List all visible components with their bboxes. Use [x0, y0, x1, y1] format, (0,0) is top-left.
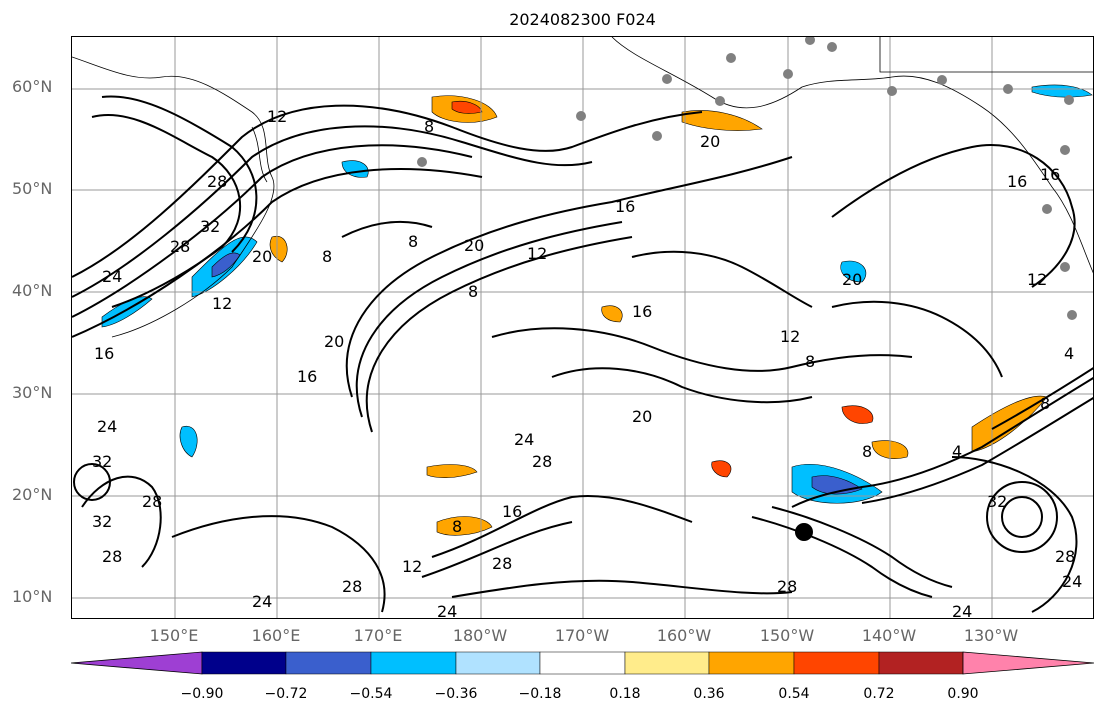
colorbar-tick-label: 0.18	[609, 686, 641, 702]
lat-tick-label: 60°N	[12, 77, 53, 96]
contour-label: 32	[92, 512, 112, 531]
graticule	[72, 37, 1093, 618]
colorbar-tick-label: −0.54	[349, 686, 393, 702]
contour-label: 20	[252, 247, 272, 266]
contour-label: 12	[212, 294, 232, 313]
lon-tick-label: 150°W	[759, 626, 815, 645]
contour-label: 28	[342, 577, 362, 596]
lon-tick-label: 160°E	[251, 626, 301, 645]
storm-center-marker	[795, 523, 813, 541]
colorbar-tick-label: 0.36	[693, 686, 725, 702]
colorbar-segment	[708, 651, 795, 675]
map-panel: 12 8 20 16 20 8 20 12 8 16 28 32 28 24 1…	[71, 36, 1094, 619]
contour-label: 8	[452, 517, 462, 536]
contour-label: 12	[267, 107, 287, 126]
contour-label: 20	[842, 270, 862, 289]
colorbar-extend-max	[962, 651, 1094, 675]
lon-tick-label: 130°W	[963, 626, 1019, 645]
contour-label: 4	[952, 442, 962, 461]
contour-label: 28	[170, 237, 190, 256]
contour-label: 28	[1055, 547, 1075, 566]
lat-tick-label: 20°N	[12, 485, 53, 504]
colorbar-segment	[878, 651, 964, 675]
map-canvas: 12 8 20 16 20 8 20 12 8 16 28 32 28 24 1…	[72, 37, 1093, 619]
contour-label: 28	[142, 492, 162, 511]
colorbar-tick-label: −0.72	[264, 686, 308, 702]
contour-label: 8	[1040, 394, 1050, 413]
contour-label: 16	[94, 344, 114, 363]
contour-label: 28	[532, 452, 552, 471]
contour-label: 16	[502, 502, 522, 521]
contour-label: 12	[402, 557, 422, 576]
contour-label: 8	[805, 352, 815, 371]
contour-label: 28	[777, 577, 797, 596]
lat-tick-label: 50°N	[12, 179, 53, 198]
contour-label: 32	[92, 452, 112, 471]
colorbar	[71, 651, 1094, 675]
contour-label: 24	[437, 602, 457, 619]
colorbar-segment	[624, 651, 710, 675]
contour-label: 16	[1007, 172, 1027, 191]
colorbar-tick-label: 0.54	[778, 686, 810, 702]
contour-label: 32	[987, 492, 1007, 511]
contour-label: 4	[1064, 344, 1074, 363]
lon-tick-label: 150°E	[149, 626, 199, 645]
contour-label: 20	[700, 132, 720, 151]
map-title: 2024082300 F024	[509, 10, 656, 29]
colorbar-segment	[793, 651, 880, 675]
contour-label: 24	[1062, 572, 1082, 591]
station-markers	[417, 37, 1077, 320]
contour-label: 24	[514, 430, 534, 449]
lat-tick-label: 10°N	[12, 587, 53, 606]
contour-label: 24	[102, 267, 122, 286]
contour-label: 24	[97, 417, 117, 436]
contour-label: 16	[632, 302, 652, 321]
contour-label: 16	[1040, 165, 1060, 184]
colorbar-segment	[455, 651, 541, 675]
lat-tick-label: 30°N	[12, 383, 53, 402]
lon-tick-label: 140°W	[861, 626, 917, 645]
contour-label: 12	[1027, 270, 1047, 289]
lon-tick-label: 160°W	[656, 626, 712, 645]
contour-label: 20	[632, 407, 652, 426]
colorbar-tick-label: −0.36	[434, 686, 478, 702]
coastlines	[72, 37, 1093, 338]
colorbar-segment	[370, 651, 457, 675]
colorbar-segments	[71, 651, 1094, 675]
contour-label-layer: 12 8 20 16 20 8 20 12 8 16 28 32 28 24 1…	[92, 107, 1082, 619]
contour-label: 12	[780, 327, 800, 346]
colorbar-extend-min	[71, 651, 203, 675]
colorbar-tick-label: −0.90	[180, 686, 224, 702]
contour-label: 20	[464, 236, 484, 255]
contour-label: 20	[324, 332, 344, 351]
contour-label: 8	[862, 442, 872, 461]
contour-label: 12	[527, 244, 547, 263]
contour-label: 16	[297, 367, 317, 386]
colorbar-segment	[201, 651, 287, 675]
lon-tick-label: 170°E	[353, 626, 403, 645]
colorbar-tick-label: 0.90	[947, 686, 979, 702]
contour-label: 8	[424, 117, 434, 136]
shading-layer	[101, 84, 1093, 536]
contour-label: 8	[408, 232, 418, 251]
contour-label: 28	[492, 554, 512, 573]
contour-label: 24	[952, 602, 972, 619]
contour-label: 8	[322, 247, 332, 266]
contour-label: 8	[468, 282, 478, 301]
colorbar-tick-label: −0.18	[518, 686, 562, 702]
contour-lines	[72, 95, 1093, 613]
contour-label: 28	[207, 172, 227, 191]
lon-tick-label: 180°W	[452, 626, 508, 645]
contour-label: 16	[615, 197, 635, 216]
lon-tick-label: 170°W	[554, 626, 610, 645]
colorbar-segment	[539, 651, 626, 675]
colorbar-tick-label: 0.72	[863, 686, 895, 702]
contour-label: 32	[200, 217, 220, 236]
contour-label: 28	[102, 547, 122, 566]
lat-tick-label: 40°N	[12, 281, 53, 300]
colorbar-segment	[285, 651, 372, 675]
contour-label: 24	[252, 592, 272, 611]
